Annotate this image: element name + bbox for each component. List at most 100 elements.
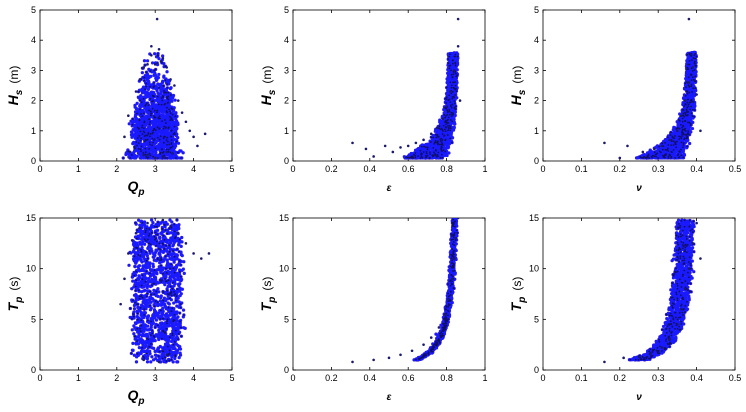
scatter-point-edge — [129, 157, 131, 159]
scatter-point-edge — [163, 136, 165, 138]
scatter-point-edge — [167, 91, 170, 94]
scatter-point — [143, 124, 147, 128]
scatter-point — [158, 98, 162, 102]
scatter-point-edge — [168, 126, 170, 129]
scatter-point — [169, 86, 173, 90]
y-tick-label: 2 — [284, 96, 289, 106]
scatter-point-edge — [152, 155, 154, 158]
scatter-point-edge — [170, 107, 173, 110]
scatter-point-edge — [171, 119, 174, 122]
data-point — [173, 84, 176, 87]
scatter-point-edge — [149, 70, 152, 72]
scatter-point — [173, 146, 177, 150]
scatter-point-edge — [169, 110, 171, 113]
x-tick-label: 1 — [482, 164, 487, 174]
scatter-point-edge — [143, 131, 146, 134]
scatter-point — [162, 93, 166, 97]
scatter-point — [132, 123, 137, 128]
scatter-point — [141, 156, 146, 160]
scatter-point — [154, 140, 158, 145]
data-point — [150, 54, 153, 57]
scatter-point — [174, 121, 178, 125]
scatter-point-edge — [180, 157, 183, 159]
scatter-point-edge — [170, 129, 173, 132]
x-tick-label: 0 — [37, 164, 42, 174]
scatter-point-edge — [159, 135, 162, 138]
scatter-point — [156, 147, 160, 151]
scatter-point — [150, 61, 155, 65]
scatter-point — [156, 82, 160, 86]
scatter-point-edge — [167, 148, 170, 151]
scatter-point-edge — [163, 119, 166, 121]
scatter-point — [153, 124, 158, 128]
y-tick-label: 3 — [284, 65, 289, 75]
scatter-point-edge — [140, 113, 142, 115]
scatter-point-edge — [136, 112, 138, 115]
scatter-point-edge — [170, 94, 172, 96]
data-point — [161, 155, 165, 158]
scatter-point-edge — [173, 125, 176, 128]
scatter-point-edge — [160, 103, 163, 106]
scatter-point-edge — [143, 121, 146, 124]
scatter-point — [134, 117, 138, 121]
data-point — [128, 150, 132, 154]
scatter-point-edge — [174, 115, 177, 118]
scatter-point-edge — [140, 137, 143, 140]
scatter-point — [165, 117, 169, 121]
data-point — [165, 66, 169, 69]
scatter-point — [136, 139, 140, 143]
scatter-point-edge — [146, 134, 149, 137]
scatter-point-edge — [141, 126, 143, 129]
scatter-point-edge — [140, 101, 143, 104]
scatter-point — [148, 145, 152, 149]
scatter-point-edge — [162, 96, 165, 98]
scatter-point-edge — [156, 111, 158, 114]
scatter-point-edge — [144, 64, 146, 67]
scatter-point — [129, 119, 133, 123]
scatter-point-edge — [169, 112, 172, 115]
data-point — [155, 17, 159, 21]
scatter-point-edge — [150, 112, 153, 115]
scatter-point — [155, 89, 159, 93]
scatter-point-edge — [142, 97, 145, 100]
scatter-point — [156, 75, 161, 80]
data-point — [146, 153, 149, 157]
scatter-point — [147, 111, 151, 116]
y-tick-label: 0 — [31, 156, 36, 166]
data-point — [176, 99, 180, 102]
scatter-point-edge — [157, 103, 160, 106]
scatter-point — [146, 87, 151, 91]
scatter-point-edge — [145, 85, 148, 88]
scatter-point — [160, 116, 164, 120]
scatter-point — [133, 153, 137, 157]
scatter-point-edge — [131, 118, 134, 120]
scatter-point-edge — [169, 115, 171, 118]
scatter-point-edge — [161, 99, 164, 102]
scatter-point-edge — [159, 153, 162, 155]
scatter-point-edge — [149, 110, 152, 113]
scatter-point — [160, 140, 164, 144]
scatter-point-edge — [166, 143, 168, 146]
scatter-point-edge — [148, 135, 151, 138]
data-point — [180, 111, 184, 114]
scatter-point-edge — [163, 91, 166, 94]
data-point — [159, 60, 163, 63]
scatter-point-edge — [122, 157, 125, 159]
scatter-point-edge — [134, 147, 136, 150]
y-tick-label: 1 — [31, 126, 36, 136]
x-tick-label: 1 — [76, 164, 81, 174]
data-point — [203, 132, 207, 136]
scatter-point-edge — [165, 110, 168, 112]
scatter-point-edge — [139, 148, 142, 151]
scatter-point — [139, 104, 143, 108]
data-point — [192, 135, 195, 139]
scatter-point-edge — [150, 114, 152, 117]
scatter-point-edge — [131, 123, 134, 126]
data-point — [153, 63, 157, 66]
data-point — [153, 156, 157, 160]
scatter-point — [152, 103, 156, 107]
scatter-point-edge — [160, 97, 163, 99]
scatter-point-edge — [157, 136, 159, 139]
scatter-point-edge — [146, 157, 149, 159]
scatter-point — [172, 156, 176, 160]
